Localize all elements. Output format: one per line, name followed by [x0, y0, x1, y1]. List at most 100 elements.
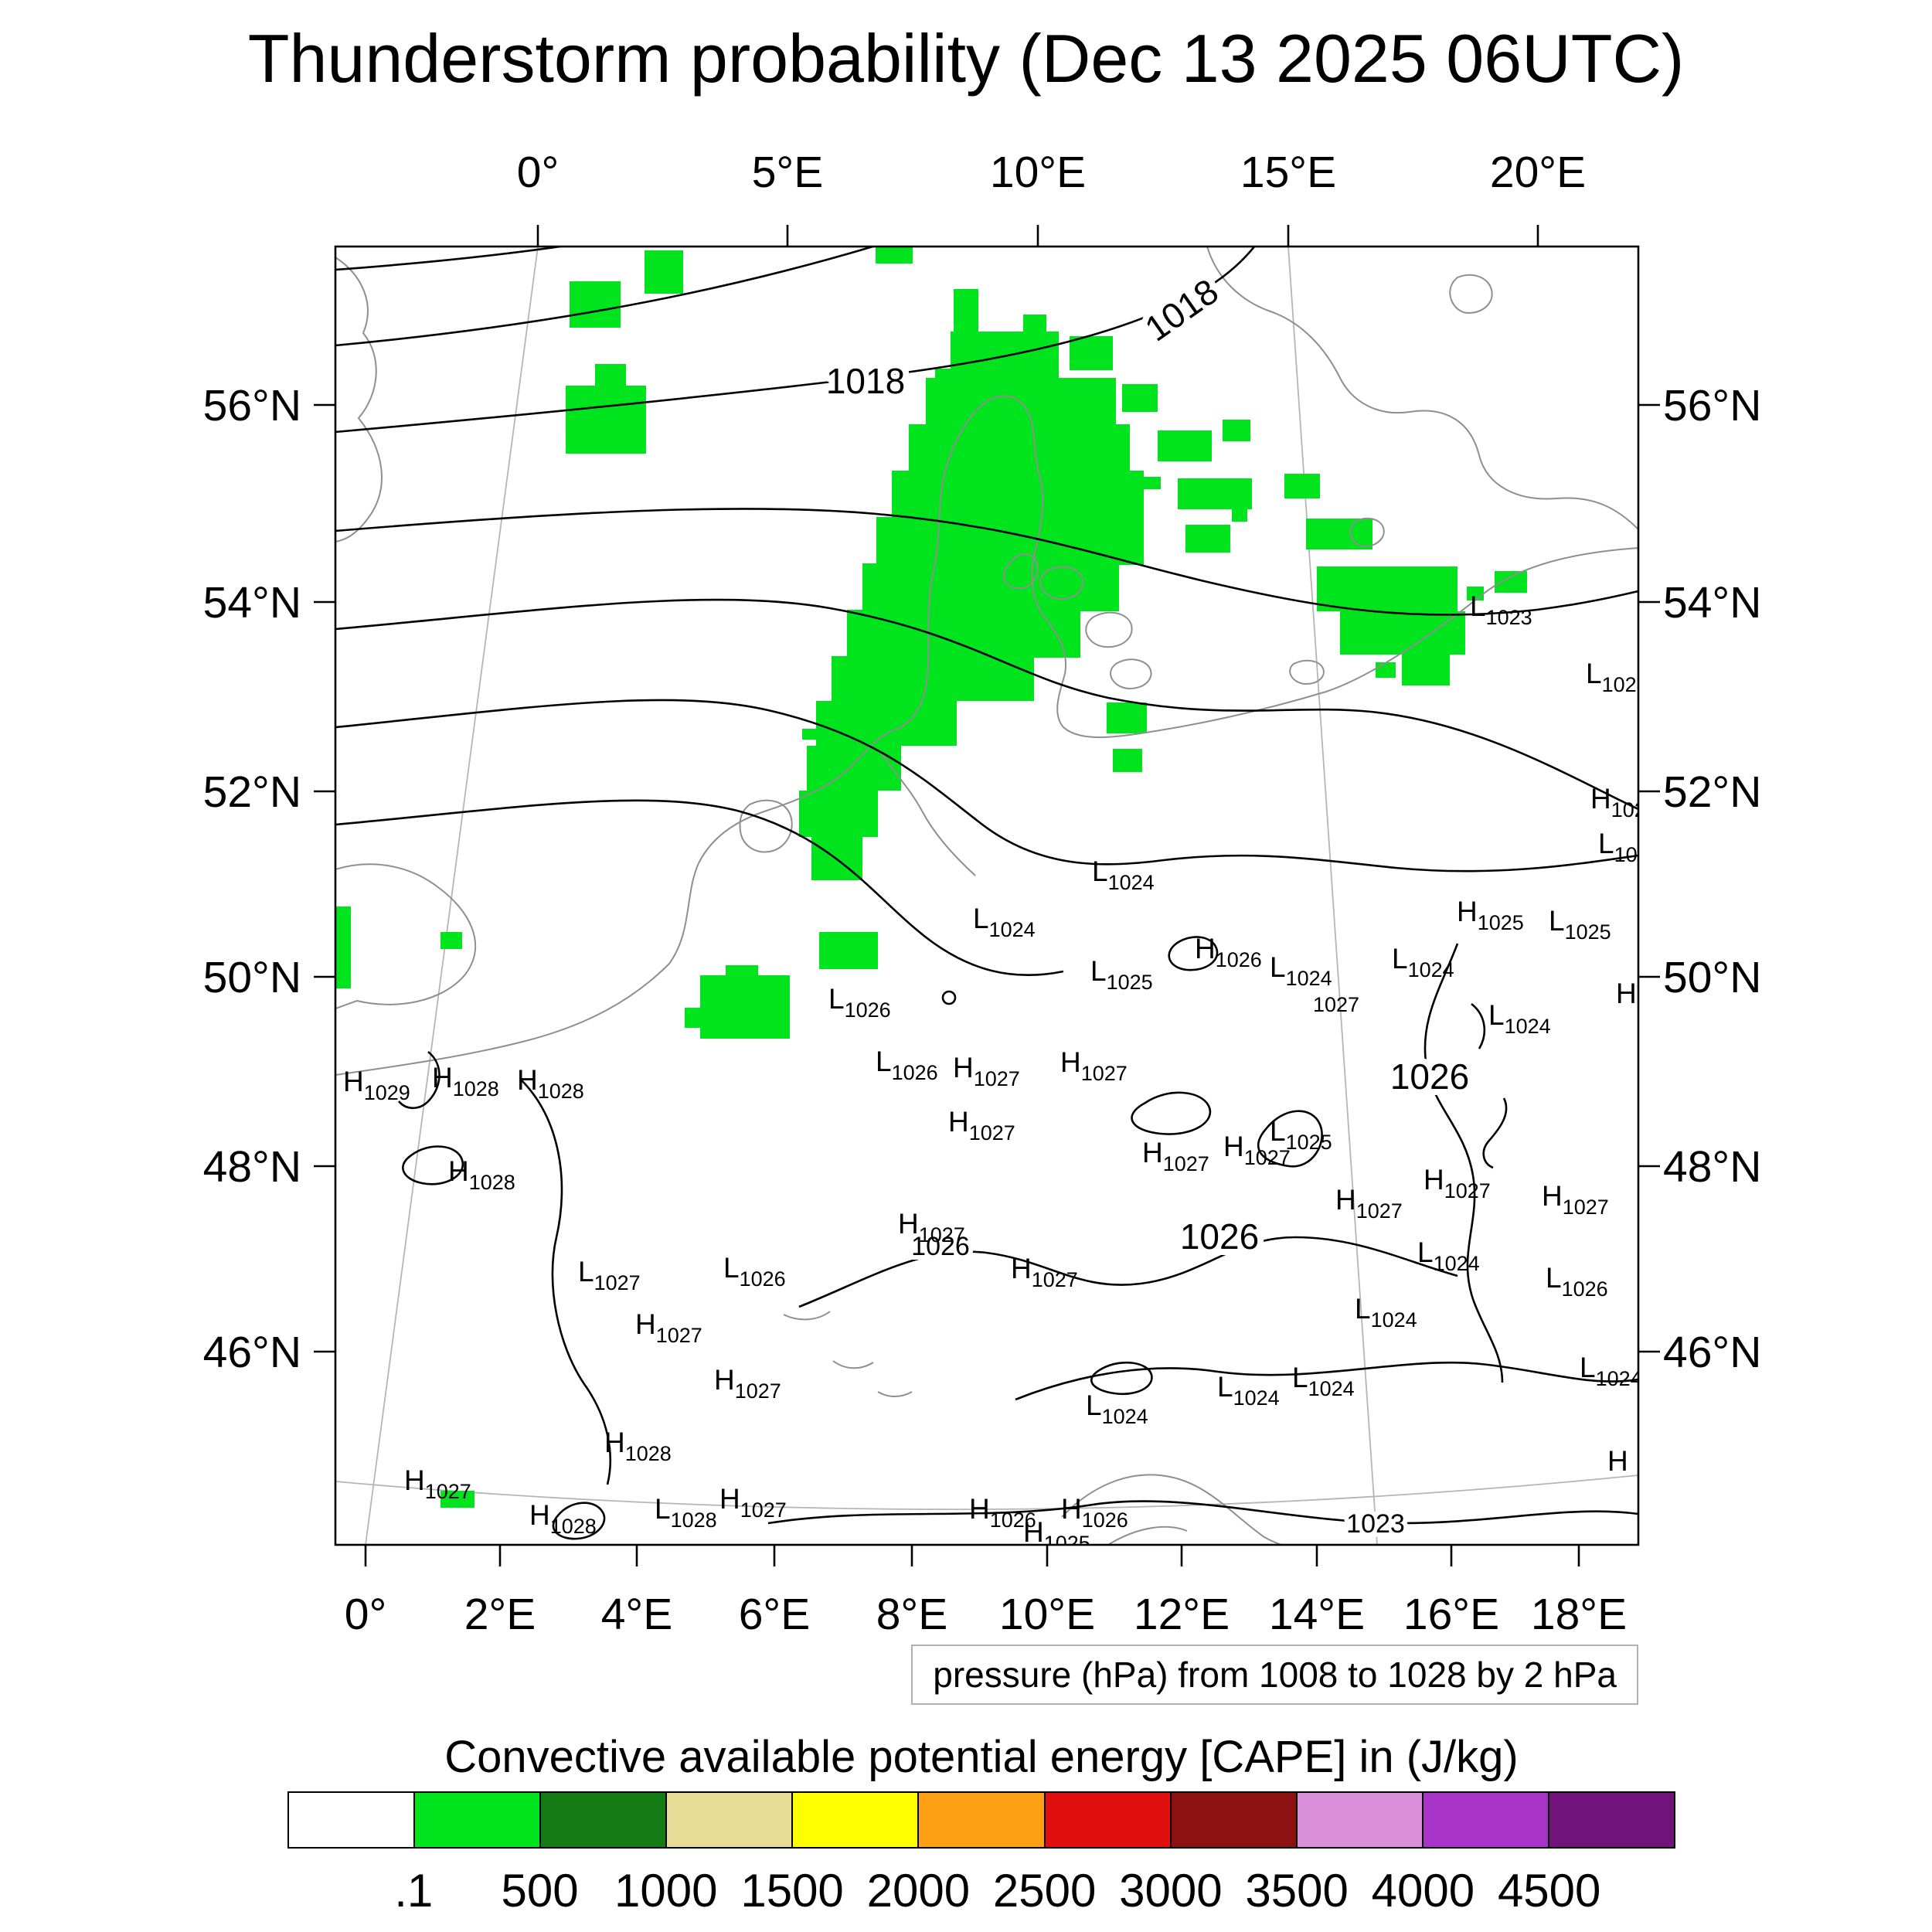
pressure-marker: H1028 [432, 1062, 499, 1100]
top-axis-label: 5°E [751, 148, 824, 197]
colorbar-tick-label: 4000 [1371, 1865, 1475, 1917]
pressure-marker: L1025 [1270, 1115, 1332, 1154]
left-axis-label: 52°N [202, 767, 301, 817]
colorbar-segment [793, 1793, 920, 1847]
bottom-axis-label: 10°E [998, 1590, 1096, 1639]
cape-cell [570, 281, 621, 328]
cape-cell [954, 289, 978, 334]
contour-label: 1023 [1346, 1509, 1405, 1539]
pressure-marker: L1024 [1092, 855, 1155, 894]
cape-cell [1223, 420, 1250, 441]
pressure-marker: H1025 [1457, 896, 1524, 934]
cape-cell [909, 424, 1130, 472]
colorbar-segment [1045, 1793, 1172, 1847]
contour-label: 1026 [911, 1232, 970, 1261]
pressure-marker: H1027 [1142, 1137, 1209, 1175]
cape-cell [595, 364, 626, 387]
cape-cell [1340, 611, 1465, 655]
colorbar-tick-label: 3000 [1119, 1865, 1223, 1917]
cape-cell [726, 965, 758, 978]
pressure-marker: H1027 [635, 1308, 702, 1347]
pressure-marker: L1026 [723, 1252, 786, 1291]
cape-cell [440, 1491, 474, 1508]
top-axis-label: 0° [516, 148, 560, 197]
cape-cell [876, 517, 1144, 565]
pressure-marker: H1027 [719, 1483, 787, 1522]
left-axis-label: 56°N [202, 381, 301, 430]
pressure-marker: H1027 [1335, 1184, 1403, 1223]
cape-cell [802, 729, 816, 740]
pressure-marker: L1024 [1086, 1389, 1148, 1428]
colorbar-segment [541, 1793, 668, 1847]
contour-label: 1026 [1180, 1216, 1259, 1257]
cape-cell [1402, 655, 1450, 685]
pressure-marker: H1027 [953, 1052, 1020, 1090]
cape-colorbar [287, 1791, 1675, 1849]
colorbar-tick-label: 2000 [866, 1865, 971, 1917]
cape-cell [1144, 477, 1161, 489]
pressure-marker: H1026 [1195, 933, 1262, 971]
cape-cell [700, 975, 790, 1039]
top-axis-label: 20°E [1489, 148, 1587, 197]
page-title: Thunderstorm probability (Dec 13 2025 06… [247, 20, 1685, 97]
pressure-marker: L1023 [1586, 658, 1648, 696]
axis-ticks [314, 225, 1660, 1566]
cape-cell [685, 1008, 702, 1028]
cape-cell [1070, 336, 1113, 370]
cape-cell [440, 932, 462, 949]
left-axis-label: 48°N [202, 1142, 301, 1192]
colorbar-tick-label: 4500 [1497, 1865, 1601, 1917]
colorbar-tick-label: 1500 [740, 1865, 844, 1917]
pressure-marker: L1024 [1270, 951, 1332, 990]
pressure-marker: H1027 [1011, 1253, 1078, 1291]
coastlines [335, 247, 1638, 1545]
colorbar-segment [415, 1793, 542, 1847]
pressure-marker: H1027 [714, 1364, 781, 1403]
pressure-marker: L1024 [1488, 999, 1551, 1038]
cape-cell [816, 701, 957, 746]
cape-shading [335, 247, 1527, 1508]
contour-label: 1026 [1390, 1056, 1469, 1097]
bottom-axis-label: 6°E [738, 1590, 811, 1639]
colorbar-segment [289, 1793, 416, 1847]
bottom-axis-label: 8°E [876, 1590, 948, 1639]
pressure-marker: L1027 [578, 1256, 641, 1294]
colorbar-tick-label: 2500 [992, 1865, 1097, 1917]
colorbar-segment [1423, 1793, 1549, 1847]
cape-cell [1185, 525, 1230, 553]
pressure-marker: H [1607, 1445, 1628, 1477]
cape-cell [1158, 430, 1212, 461]
pressure-marker: H1028 [448, 1155, 515, 1194]
pressure-marker: H1028 [604, 1427, 672, 1465]
cape-cell [1284, 474, 1320, 498]
pressure-marker: H1027 [1423, 1164, 1491, 1202]
cape-cell [847, 610, 1080, 658]
pressure-marker: H1026 [969, 1493, 1036, 1532]
cape-legend-title: Convective available potential energy [C… [444, 1732, 1519, 1782]
left-axis-label: 46°N [202, 1328, 301, 1377]
pressure-marker: L1028 [655, 1493, 717, 1532]
left-axis-label: 54°N [202, 578, 301, 628]
pressure-marker: L1024 [1292, 1362, 1355, 1400]
colorbar-segment [667, 1793, 794, 1847]
top-axis-label: 15°E [1240, 148, 1337, 197]
bottom-axis-label: 16°E [1403, 1590, 1500, 1639]
cape-cell [566, 386, 646, 454]
cape-cell [645, 250, 683, 294]
cape-cell [807, 746, 901, 791]
pressure-marker: H1029 [343, 1066, 410, 1104]
top-axis-label: 10°E [989, 148, 1087, 197]
pressure-marker: H1028 [517, 1064, 584, 1103]
contour-label: 1018 [1138, 270, 1226, 349]
bottom-axis-label: 4°E [600, 1590, 673, 1639]
pressure-marker: H1026 [1590, 783, 1658, 821]
pressure-marker: H1027 [898, 1208, 965, 1247]
isobar-contours [335, 247, 1638, 1540]
pressure-marker: H1028 [529, 1499, 597, 1538]
pressure-marker: H1026 [1061, 1493, 1128, 1532]
cape-cell [1495, 571, 1527, 593]
pressure-marker: H1027 [1542, 1180, 1609, 1219]
cape-cell [799, 791, 878, 837]
cape-cell [862, 563, 1119, 611]
